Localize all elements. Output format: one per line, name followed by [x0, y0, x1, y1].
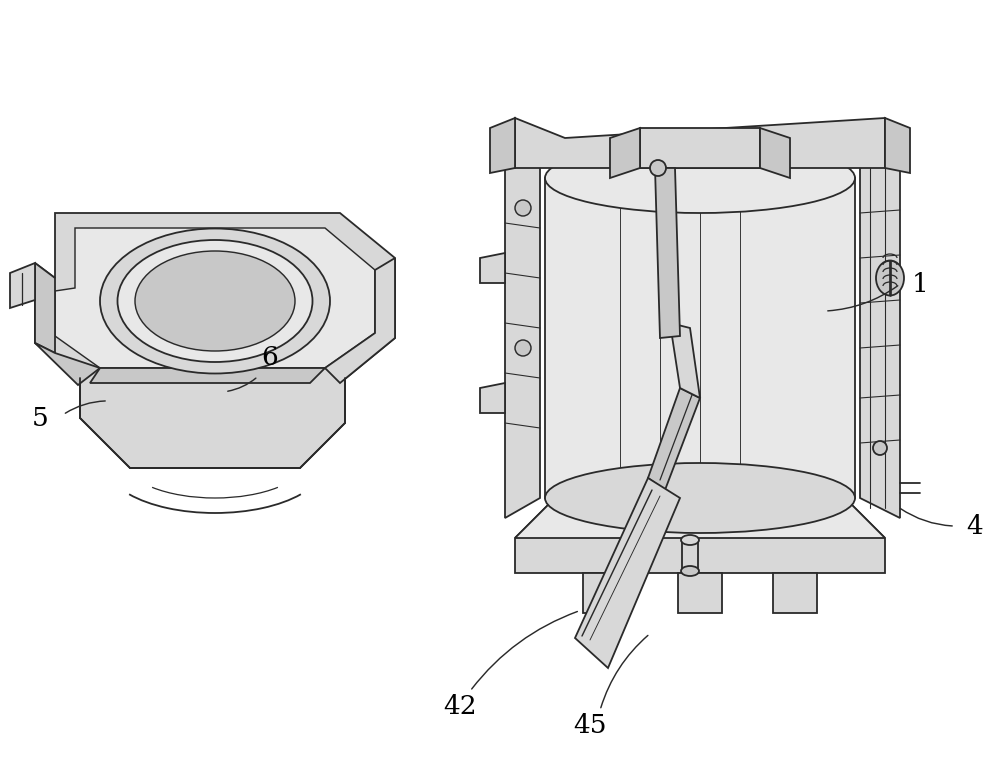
Polygon shape — [480, 383, 505, 413]
Polygon shape — [860, 148, 900, 518]
Polygon shape — [640, 128, 760, 168]
Text: 45: 45 — [573, 713, 607, 738]
Ellipse shape — [545, 143, 855, 213]
Polygon shape — [583, 573, 627, 613]
Ellipse shape — [681, 535, 699, 545]
Polygon shape — [490, 118, 515, 173]
Polygon shape — [515, 498, 885, 538]
Polygon shape — [515, 498, 885, 573]
Polygon shape — [678, 573, 722, 613]
Polygon shape — [10, 263, 35, 308]
Polygon shape — [35, 213, 395, 383]
Ellipse shape — [876, 260, 904, 296]
Circle shape — [515, 200, 531, 216]
Circle shape — [873, 441, 887, 455]
Polygon shape — [648, 388, 700, 490]
Polygon shape — [480, 253, 505, 283]
Ellipse shape — [118, 240, 312, 362]
Polygon shape — [515, 118, 885, 168]
Polygon shape — [610, 128, 640, 178]
Text: 1: 1 — [912, 272, 928, 296]
Polygon shape — [545, 178, 855, 498]
Polygon shape — [575, 478, 680, 668]
Ellipse shape — [135, 251, 295, 351]
Polygon shape — [885, 118, 910, 173]
Polygon shape — [655, 168, 680, 338]
Ellipse shape — [681, 566, 699, 576]
Text: 6: 6 — [262, 345, 278, 369]
Polygon shape — [35, 343, 100, 385]
Polygon shape — [773, 573, 817, 613]
Circle shape — [761, 134, 779, 152]
Text: 5: 5 — [32, 406, 48, 431]
Circle shape — [515, 340, 531, 356]
Polygon shape — [760, 128, 790, 178]
Polygon shape — [505, 148, 540, 518]
Polygon shape — [90, 368, 325, 383]
Polygon shape — [670, 323, 700, 398]
Polygon shape — [35, 263, 55, 353]
Polygon shape — [55, 228, 375, 368]
Polygon shape — [325, 258, 395, 383]
Ellipse shape — [545, 463, 855, 533]
Ellipse shape — [100, 229, 330, 373]
Polygon shape — [80, 368, 345, 468]
Circle shape — [650, 160, 666, 176]
Text: 4: 4 — [967, 514, 983, 538]
Text: 42: 42 — [443, 694, 477, 719]
Circle shape — [621, 134, 639, 152]
